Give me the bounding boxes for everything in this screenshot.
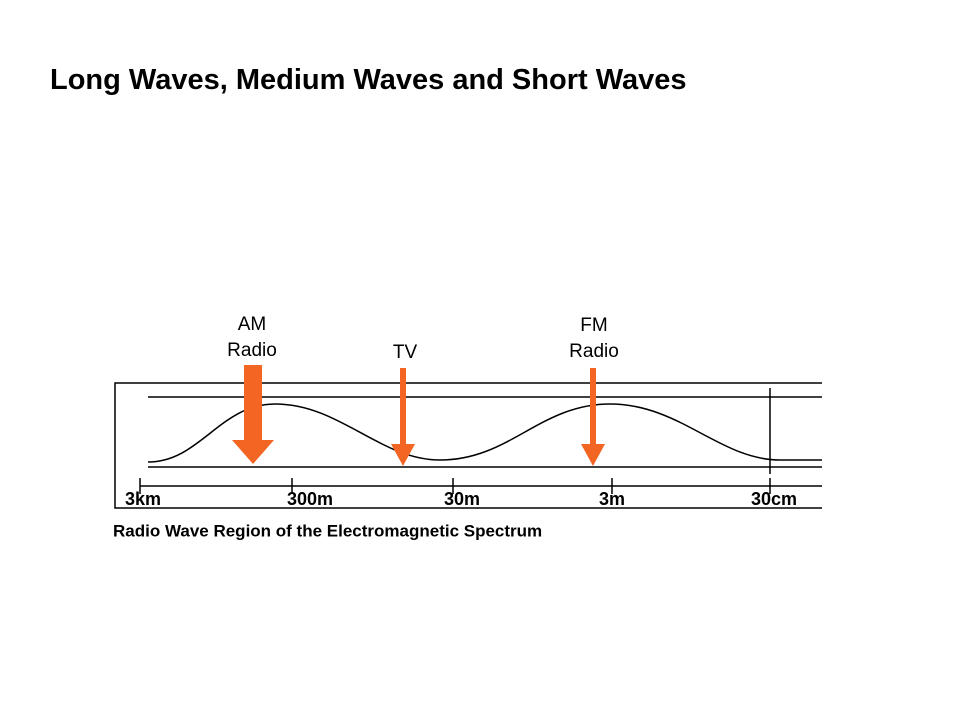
arrows <box>232 365 605 466</box>
tv-arrow <box>391 368 415 466</box>
arrow-label: Radio <box>569 341 619 362</box>
wave <box>147 403 822 463</box>
arrow-label: Radio <box>227 340 277 361</box>
scale-ticks <box>139 478 771 494</box>
arrow-label: FM <box>580 315 607 336</box>
scale-label: 3m <box>599 489 625 509</box>
caption: Radio Wave Region of the Electromagnetic… <box>113 521 542 540</box>
am-arrow <box>232 365 274 464</box>
frame <box>114 382 822 509</box>
scale-label: 300m <box>287 489 333 509</box>
scale-label: 3km <box>125 489 161 509</box>
arrow-label: AM <box>238 314 267 335</box>
scale-label: 30cm <box>751 489 797 509</box>
scale-label: 30m <box>444 489 480 509</box>
arrow-label: TV <box>393 342 418 363</box>
fm-arrow <box>581 368 605 466</box>
slide-title: Long Waves, Medium Waves and Short Waves <box>50 64 687 96</box>
